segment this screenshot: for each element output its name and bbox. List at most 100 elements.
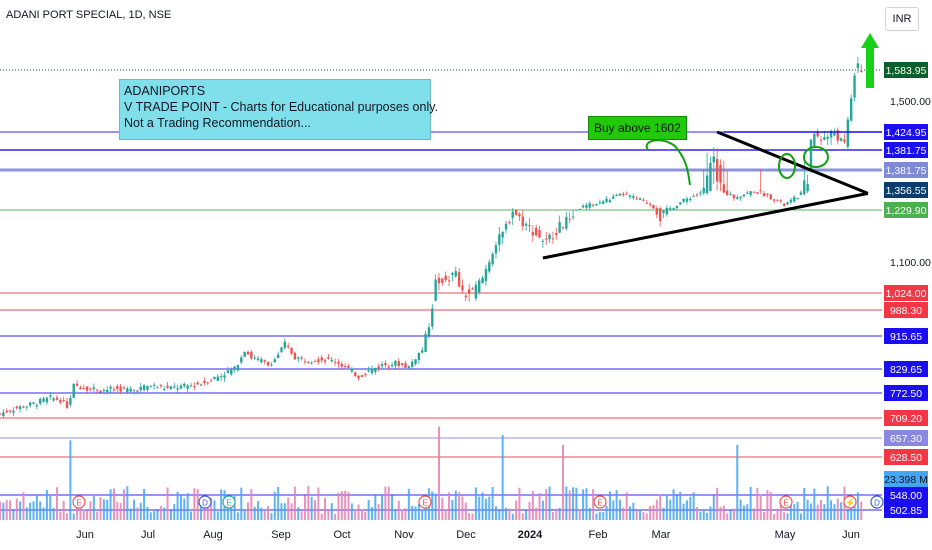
volume-bar — [853, 504, 856, 520]
volume-bar — [481, 492, 484, 520]
volume-bar — [173, 504, 176, 520]
volume-bar — [622, 507, 625, 520]
event-marker-icon: D — [870, 495, 884, 509]
candle-body — [387, 366, 390, 368]
volume-bar — [632, 502, 635, 520]
event-marker-circle — [418, 495, 432, 509]
volume-bar — [672, 489, 675, 520]
volume-bar — [729, 510, 732, 520]
volume-bar — [397, 500, 400, 520]
event-marker-letter: E — [226, 499, 231, 508]
volume-bar — [179, 494, 182, 520]
candle-body — [725, 190, 729, 195]
volume-bar — [340, 491, 343, 520]
volume-bar — [706, 512, 709, 520]
volume-bar — [561, 444, 564, 520]
volume-bar — [746, 504, 749, 520]
volume-bar — [32, 501, 35, 520]
x-tick: 2024 — [518, 529, 543, 541]
candle-body — [129, 388, 132, 392]
candle-body — [377, 366, 380, 369]
volume-bar — [29, 502, 32, 520]
candle-body — [685, 198, 689, 202]
x-tick: Dec — [456, 529, 476, 541]
volume-bar — [451, 499, 454, 520]
volume-bar — [384, 486, 387, 520]
highlight-oval — [778, 153, 796, 179]
candle-body — [152, 384, 156, 386]
event-marker-icon: E — [72, 495, 86, 509]
candle-body — [645, 202, 648, 204]
candle-body — [829, 130, 833, 138]
volume-bar — [246, 502, 249, 520]
volume-bar — [404, 508, 407, 520]
candle-body — [722, 184, 726, 193]
price-candles — [0, 57, 863, 419]
level-tag: 502.85 — [884, 502, 928, 518]
candle-body — [679, 202, 682, 205]
candle-body — [595, 203, 598, 206]
volume-bar — [629, 506, 632, 520]
volume-bar — [692, 492, 695, 520]
candle-body — [618, 193, 622, 196]
volume-bar — [551, 511, 554, 520]
volume-bar — [739, 499, 742, 520]
candle-body — [233, 366, 236, 370]
candle-body — [42, 398, 45, 402]
volume-bar — [203, 498, 206, 520]
volume-bar — [200, 504, 203, 520]
volume-bar — [515, 500, 518, 520]
volume-bar — [618, 499, 621, 520]
trendline — [542, 191, 869, 260]
level-tag-text: 772.50 — [890, 388, 922, 400]
candle-body — [340, 363, 344, 367]
candle-body — [826, 136, 829, 139]
candle-body — [786, 202, 789, 205]
volume-bar — [394, 510, 397, 520]
candle-body — [695, 194, 699, 196]
level-tag-text: 709.20 — [890, 413, 922, 425]
volume-bar — [260, 507, 263, 520]
volume-bar — [719, 506, 722, 520]
candle-body — [8, 410, 12, 412]
event-marker-icon: ⚡ — [843, 495, 857, 509]
candle-body — [715, 159, 719, 182]
candle-body — [253, 357, 256, 359]
candle-body — [397, 361, 400, 367]
volume-bar — [441, 497, 444, 520]
candle-body — [598, 202, 602, 204]
volume-bar — [79, 504, 82, 520]
event-marker-circle — [198, 495, 212, 509]
volume-bar — [712, 495, 715, 520]
candle-body — [276, 354, 280, 359]
volume-bar — [377, 504, 380, 520]
x-tick: Jul — [141, 529, 155, 541]
volume-bar — [582, 489, 585, 520]
candle-body — [55, 397, 59, 400]
candle-body — [531, 232, 535, 236]
volume-bar — [220, 489, 223, 520]
volume-bar — [49, 496, 52, 520]
volume-bar — [344, 490, 347, 520]
volume-bar — [662, 507, 665, 520]
event-marker-letter: E — [76, 499, 81, 508]
volume-bar — [474, 487, 477, 520]
volume-bar — [615, 490, 618, 520]
candle-body — [424, 333, 427, 352]
volume-bar — [649, 506, 652, 520]
candle-body — [514, 209, 518, 215]
candle-body — [568, 218, 571, 220]
candle-body — [648, 203, 652, 205]
currency-button[interactable]: INR — [885, 7, 919, 31]
candle-body — [521, 216, 524, 227]
volume-bar — [414, 506, 417, 520]
volume-bar — [488, 496, 491, 520]
volume-bar — [602, 512, 605, 520]
candle-body — [300, 357, 303, 359]
volume-bar — [15, 498, 18, 520]
volume-bar — [267, 506, 270, 520]
volume-bar — [72, 513, 75, 520]
candle-body — [762, 193, 766, 197]
candle-body — [266, 361, 270, 366]
